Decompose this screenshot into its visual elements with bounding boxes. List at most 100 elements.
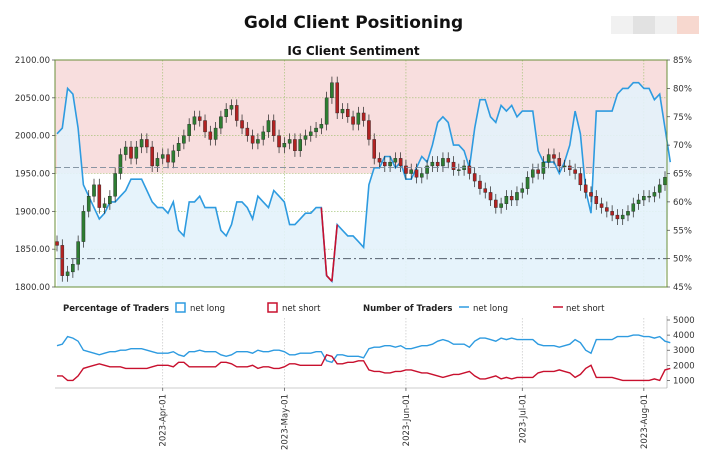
percent-tick-label: 70%: [673, 141, 692, 151]
legend: Percentage of Traders net long net short…: [63, 302, 605, 314]
candle-body: [219, 116, 223, 129]
candle-body: [377, 158, 382, 163]
candle-body: [182, 135, 186, 144]
legend-num-long-label: net long: [473, 304, 508, 314]
candle-body: [256, 139, 260, 144]
watermark-block: [611, 16, 633, 34]
candle-body: [499, 203, 503, 208]
candle-body: [504, 195, 509, 204]
price-tick-label: 2100.00: [15, 56, 50, 66]
candle-body: [610, 211, 614, 216]
candle-body: [197, 116, 202, 121]
candle-body: [647, 195, 651, 198]
percent-tick-label: 75%: [673, 113, 692, 123]
price-tick-label: 1950.00: [15, 170, 50, 180]
candle-body: [557, 158, 562, 167]
candle-body: [213, 127, 218, 140]
candle-body: [287, 139, 292, 144]
candle-body: [472, 173, 477, 182]
candle-body: [266, 120, 271, 133]
count-net-short-line: [57, 353, 671, 382]
count-gridlines: [55, 316, 668, 389]
candle-body: [372, 139, 377, 159]
candle-body: [536, 169, 540, 174]
candle-body: [86, 195, 91, 212]
candle-body: [134, 146, 139, 159]
candle-body: [118, 154, 123, 174]
percent-tick-label: 45%: [673, 283, 692, 293]
candle-body: [652, 192, 657, 197]
legend-num-short-label: net short: [566, 304, 605, 314]
candle-body: [139, 139, 144, 148]
candle-body: [578, 173, 583, 186]
candle-body: [240, 120, 244, 129]
legend-pct-title: Percentage of Traders: [63, 304, 169, 314]
date-tick-label: 2023-Jul-01: [518, 394, 528, 443]
candle-body: [308, 131, 313, 136]
pct-net-short-line: [320, 207, 338, 282]
candle-body: [203, 120, 207, 133]
candle-body: [277, 135, 281, 148]
legend-pct-short-swatch: [267, 302, 278, 313]
candle-body: [60, 245, 65, 276]
candle-body: [467, 165, 472, 174]
candle-body: [250, 135, 255, 144]
date-tick-label: 2023-Jun-01: [402, 394, 412, 446]
watermark-block: [633, 16, 655, 34]
candle-body: [446, 158, 451, 163]
candle-body: [599, 203, 604, 208]
date-axis: 2023-Apr-01 2023-May-01 2023-Jun-01 2023-Ju…: [159, 388, 650, 450]
candle-body: [192, 116, 197, 125]
candle-body: [435, 161, 440, 167]
count-tick-label: 2000: [673, 361, 695, 371]
candle-body: [303, 135, 308, 140]
candle-body: [520, 188, 525, 193]
candle-body: [663, 177, 667, 186]
price-tick-label: 1900.00: [15, 207, 50, 217]
candle-body: [150, 146, 154, 167]
candle-body: [271, 120, 276, 136]
trader-count-panel: 5000 4000 3000 2000 1000 2023-Apr-01 2023-May…: [55, 316, 695, 450]
candle-body: [562, 165, 567, 168]
percent-axis: 85% 80% 75% 70% 65% 60% 55% 50% 45%: [667, 56, 692, 293]
candle-body: [546, 154, 551, 163]
candle-body: [488, 192, 493, 201]
watermark-block: [677, 16, 699, 34]
price-sentiment-panel: 2100.00 2050.00 2000.00 1950.00 1900.00 1850.…: [15, 56, 692, 293]
candle-body: [123, 146, 128, 155]
candle-body: [160, 154, 165, 159]
candle-body: [330, 82, 334, 99]
candle-body: [208, 131, 213, 140]
chart-title: Gold Client Positioning: [243, 13, 464, 33]
candle-body: [393, 158, 398, 163]
candle-body: [361, 112, 366, 121]
candle-body: [298, 139, 302, 151]
candle-body: [494, 199, 498, 208]
pct-net-long-area: [57, 82, 671, 287]
count-tick-label: 4000: [673, 331, 695, 341]
count-tick-label: 5000: [673, 316, 695, 326]
candle-body: [356, 112, 361, 125]
candle-body: [92, 184, 96, 197]
date-tick-label: 2023-May-01: [280, 394, 290, 450]
candle-body: [81, 211, 86, 242]
candle-body: [324, 97, 329, 125]
candle-body: [425, 165, 429, 174]
candle-body: [245, 127, 250, 136]
percent-tick-label: 50%: [673, 255, 692, 265]
candle-body: [615, 214, 620, 220]
candle-body: [478, 180, 482, 189]
candle-body: [145, 139, 149, 148]
candle-body: [345, 108, 350, 117]
candle-body: [293, 139, 297, 151]
watermark-block: [655, 16, 677, 34]
candle-body: [65, 271, 70, 276]
chart-subtitle: IG Client Sentiment: [287, 44, 420, 58]
date-tick-label: 2023-Aug-01: [640, 394, 650, 449]
count-tick-label: 1000: [673, 376, 695, 386]
candle-body: [398, 158, 403, 167]
candle-body: [515, 192, 519, 201]
candle-body: [409, 169, 414, 174]
candle-body: [626, 211, 630, 216]
candle-body: [483, 188, 488, 193]
